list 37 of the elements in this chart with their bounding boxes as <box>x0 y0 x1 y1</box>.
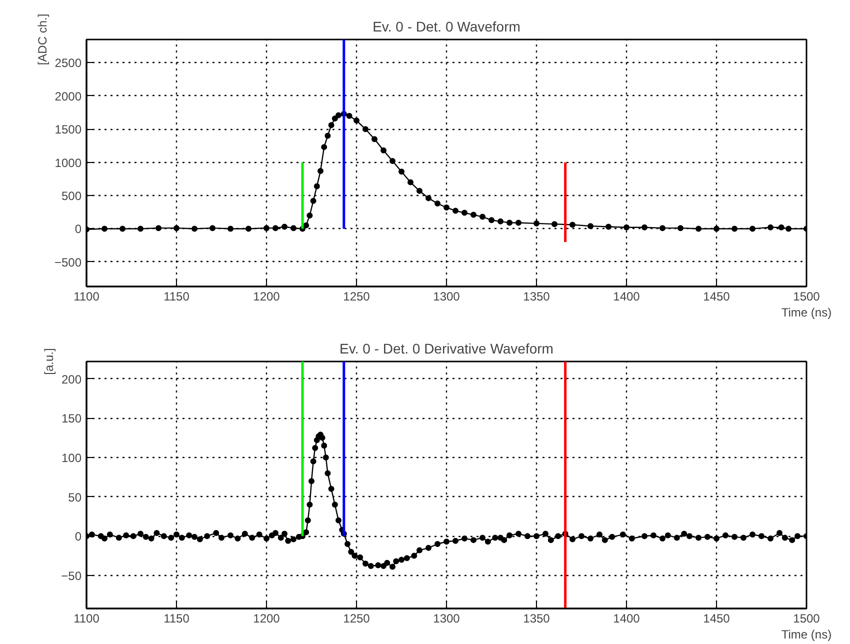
x-tick-label: 1100 <box>74 290 100 304</box>
y-tick-label: 0 <box>74 530 82 544</box>
y-axis-title: [a.u.] <box>42 348 56 375</box>
y-tick-label: 50 <box>68 490 82 504</box>
x-tick-label: 1350 <box>523 612 550 626</box>
x-tick-label: 1150 <box>164 290 190 304</box>
y-axis-title: [ADC ch.] <box>35 14 50 66</box>
x-axis-title: Time (ns) <box>781 628 832 642</box>
y-tick-label: −50 <box>61 568 82 583</box>
x-tick-label: 1100 <box>74 612 100 626</box>
y-tick-label: 500 <box>61 189 82 204</box>
y-tick-label: 1500 <box>54 122 82 137</box>
y-tick-label: 0 <box>74 222 82 236</box>
y-tick-label: 200 <box>61 372 82 386</box>
x-tick-label: 1300 <box>433 290 460 304</box>
x-tick-label: 1450 <box>703 290 730 304</box>
x-tick-label: 1500 <box>793 612 820 626</box>
y-tick-label: 100 <box>61 450 82 465</box>
x-tick-label: 1250 <box>343 290 370 304</box>
y-tick-label: −500 <box>54 255 82 270</box>
x-tick-label: 1200 <box>253 612 280 626</box>
x-tick-label: 1450 <box>703 612 730 626</box>
x-tick-label: 1350 <box>523 290 550 304</box>
chart-title: Ev. 0 - Det. 0 Waveform <box>372 18 520 34</box>
chart-title: Ev. 0 - Det. 0 Derivative Waveform <box>340 340 554 356</box>
x-axis-title: Time (ns) <box>781 306 832 320</box>
x-tick-label: 1400 <box>613 612 640 626</box>
x-tick-label: 1400 <box>613 290 640 304</box>
y-tick-label: 1000 <box>54 156 82 170</box>
x-tick-label: 1300 <box>433 612 460 626</box>
y-tick-label: 2000 <box>54 89 82 104</box>
x-tick-label: 1200 <box>253 290 280 304</box>
y-tick-label: 2500 <box>54 56 82 70</box>
y-tick-label: 150 <box>61 412 82 426</box>
x-tick-label: 1150 <box>164 612 190 626</box>
x-tick-label: 1250 <box>343 612 370 626</box>
x-tick-label: 1500 <box>793 290 820 304</box>
